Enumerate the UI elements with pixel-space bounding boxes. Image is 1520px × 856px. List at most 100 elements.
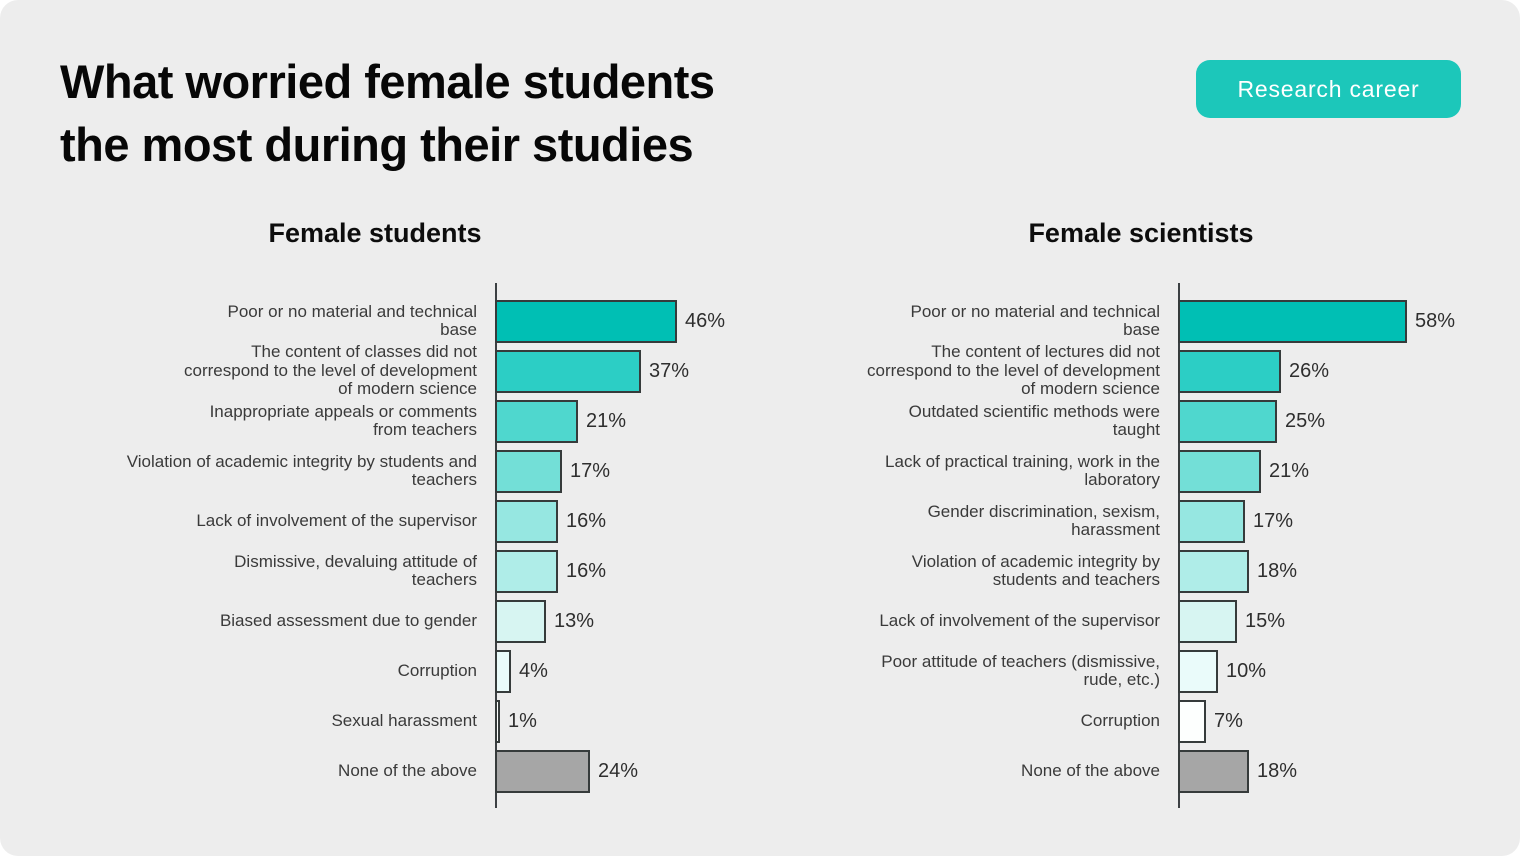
bar-label: Lack of involvement of the supervisor — [196, 510, 477, 530]
chart-row: Poor attitude of teachers (dismissive, r… — [742, 646, 1455, 696]
bar — [495, 299, 677, 343]
bar — [495, 449, 562, 493]
bar-label: Corruption — [1080, 710, 1160, 730]
chart-row: Lack of involvement of the supervisor 16% — [59, 496, 725, 546]
chart-row: Sexual harassment 1% — [59, 696, 725, 746]
chart-row: The content of classes did not correspon… — [59, 342, 725, 399]
chart-female-scientists: Poor or no material and technical base 58… — [742, 283, 1455, 796]
bar — [495, 649, 511, 693]
chart-row: Violation of academic integrity by stude… — [59, 446, 725, 496]
bar-area: 16% — [495, 549, 607, 593]
chart-row: None of the above 24% — [59, 746, 725, 796]
chart-row: Violation of academic integrity by stude… — [742, 546, 1455, 596]
bar-value: 46% — [685, 309, 726, 332]
bar-area: 1% — [495, 699, 537, 743]
bar-value: 21% — [586, 409, 627, 432]
bar-area: 16% — [495, 499, 606, 543]
bar-label: Violation of academic integrity by stude… — [126, 451, 477, 489]
bar-area: 15% — [1178, 599, 1285, 643]
bar-area: 26% — [1178, 349, 1330, 393]
y-axis-right-chart — [1178, 283, 1180, 808]
bar-area: 58% — [1178, 299, 1456, 343]
bar — [1178, 449, 1261, 493]
bar — [1178, 299, 1407, 343]
bar-value: 7% — [1214, 709, 1243, 732]
bar — [1178, 649, 1218, 693]
bar-label: Poor or no material and technical base — [910, 301, 1160, 339]
bar-label: Lack of practical training, work in the … — [885, 451, 1160, 489]
page-title: What worried female students the most dur… — [60, 50, 715, 176]
bar-value: 26% — [1289, 359, 1330, 382]
chart-row: None of the above 18% — [742, 746, 1455, 796]
bar-area: 24% — [495, 749, 639, 793]
bar-label: None of the above — [1021, 760, 1160, 780]
y-axis-left-chart — [495, 283, 497, 808]
bar — [495, 599, 546, 643]
bar-label: Violation of academic integrity by stude… — [911, 551, 1160, 589]
bar-value: 16% — [566, 559, 607, 582]
bar — [495, 399, 578, 443]
bar-area: 21% — [1178, 449, 1310, 493]
bar — [495, 549, 558, 593]
bar-value: 25% — [1285, 409, 1326, 432]
bar-label: Corruption — [397, 660, 477, 680]
bar-area: 17% — [1178, 499, 1293, 543]
bar-value: 37% — [649, 359, 690, 382]
page-title-line1: What worried female students — [60, 55, 715, 108]
bar-value: 10% — [1226, 659, 1267, 682]
bar-label: Gender discrimination, sexism, harassmen… — [927, 501, 1160, 539]
bar — [1178, 549, 1249, 593]
bar-value: 21% — [1269, 459, 1310, 482]
chart-row: Outdated scientific methods were taught 2… — [742, 396, 1455, 446]
chart-row: Poor or no material and technical base 46… — [59, 296, 725, 346]
bar-value: 24% — [598, 759, 639, 782]
bar — [1178, 599, 1237, 643]
bar-value: 4% — [519, 659, 548, 682]
chart-row: Dismissive, devaluing attitude of teache… — [59, 546, 725, 596]
bar-label: None of the above — [338, 760, 477, 780]
bar-label: Poor attitude of teachers (dismissive, r… — [881, 651, 1160, 689]
bar — [1178, 399, 1277, 443]
bar-label: Inappropriate appeals or comments from t… — [209, 401, 477, 439]
chart-row: The content of lectures did not correspo… — [742, 342, 1455, 399]
chart-row: Lack of involvement of the supervisor 15% — [742, 596, 1455, 646]
bar-value: 17% — [570, 459, 611, 482]
page-title-line2: the most during their studies — [60, 118, 694, 171]
research-career-badge[interactable]: Research career — [1196, 60, 1461, 118]
bar-value: 18% — [1257, 759, 1298, 782]
bar-label: Biased assessment due to gender — [219, 610, 477, 630]
chart-row: Poor or no material and technical base 58… — [742, 296, 1455, 346]
bar-area: 4% — [495, 649, 548, 693]
bar-label: Sexual harassment — [331, 710, 477, 730]
bar-label: The content of classes did not correspon… — [184, 342, 477, 399]
bar-label: The content of lectures did not correspo… — [867, 342, 1160, 399]
bar — [495, 699, 500, 743]
bar-area: 18% — [1178, 549, 1298, 593]
bar-area: 10% — [1178, 649, 1267, 693]
bar — [495, 349, 641, 393]
bar-value: 58% — [1415, 309, 1456, 332]
chart-row: Corruption 7% — [742, 696, 1455, 746]
bar-value: 1% — [508, 709, 537, 732]
bar-area: 37% — [495, 349, 690, 393]
bar-area: 7% — [1178, 699, 1243, 743]
bar-value: 13% — [554, 609, 595, 632]
chart-row: Gender discrimination, sexism, harassmen… — [742, 496, 1455, 546]
bar-label: Lack of involvement of the supervisor — [879, 610, 1160, 630]
chart-row: Lack of practical training, work in the … — [742, 446, 1455, 496]
bar-area: 13% — [495, 599, 595, 643]
bar — [1178, 499, 1245, 543]
chart-row: Corruption 4% — [59, 646, 725, 696]
bar — [495, 499, 558, 543]
bar-value: 18% — [1257, 559, 1298, 582]
bar-area: 17% — [495, 449, 611, 493]
bar-area: 46% — [495, 299, 726, 343]
bar-label: Outdated scientific methods were taught — [908, 401, 1160, 439]
bar-area: 25% — [1178, 399, 1326, 443]
bar-label: Dismissive, devaluing attitude of teache… — [234, 551, 477, 589]
bar-area: 18% — [1178, 749, 1298, 793]
chart-row: Inappropriate appeals or comments from t… — [59, 396, 725, 446]
bar — [1178, 349, 1281, 393]
bar — [1178, 749, 1249, 793]
